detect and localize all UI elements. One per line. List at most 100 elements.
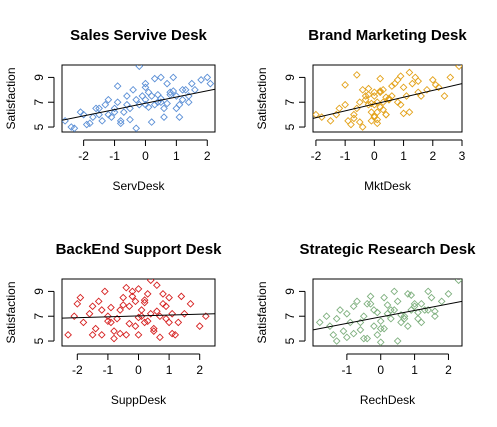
strategic-research-points [315,279,462,346]
brand-marketing-data-point [376,74,385,83]
sales-service-data-point [163,79,171,88]
backend-support-data-point [107,303,115,312]
sales-service-data-point [116,119,125,128]
strategic-research-data-point [383,301,392,309]
brand-marketing-data-point [358,123,367,131]
backend-support-data-point [122,330,131,339]
strategic-research-data-point [431,307,439,316]
backend-support-data-point [146,309,155,318]
strategic-research-data-point [326,322,334,330]
brand-marketing-data-point [396,100,405,109]
brand-marketing-data-point [361,92,370,100]
strategic-research-y-tick-label: 9 [283,288,297,295]
backend-support-y-tick-label: 9 [32,288,46,295]
strategic-research-data-point [393,337,402,345]
sales-service-data-point [150,74,159,83]
sales-service-data-point [62,116,69,125]
strategic-research-data-point [336,306,344,314]
sales-service-plot-frame [61,64,216,133]
brand-marketing-y-tick-label: 7 [283,99,297,106]
brand-marketing-data-point [376,87,385,95]
backend-support-data-point [137,306,146,314]
strategic-research-data-point [363,299,372,308]
strategic-research-y-tick-label: 5 [283,337,297,344]
strategic-research-data-point [353,297,361,306]
backend-support-data-point [94,297,103,306]
strategic-research-data-point [370,322,378,330]
backend-support-data-point [70,312,79,321]
brand-marketing-data-point [367,99,376,108]
strategic-research-data-point [376,324,385,333]
sales-service-data-point [126,115,134,124]
backend-support-data-point [162,302,170,311]
sales-service-data-point [172,104,181,113]
strategic-research-data-point [407,291,416,299]
brand-marketing-data-point [341,100,349,109]
brand-marketing-x-tick-label: 1 [400,149,407,163]
backend-support-data-point [165,293,173,302]
sales-service-data-point [132,95,141,104]
backend-support-data-point [119,293,128,302]
brand-marketing-data-point [399,109,408,118]
strategic-research-data-point [315,318,324,327]
backend-support-data-point [122,283,131,292]
strategic-research-data-point [332,314,341,323]
brand-marketing-data-point [399,83,408,92]
backend-support-x-tick-label: 2 [196,363,203,377]
backend-support-data-point [195,322,204,330]
strategic-research-data-point [366,292,375,301]
strategic-research-data-point [339,327,348,335]
strategic-research-data-point [424,287,432,296]
strategic-research-fit-line [313,300,462,331]
strategic-research-data-point [414,308,422,317]
sales-service-data-point [157,98,165,107]
brand-marketing-x-tick-label: -2 [311,149,322,163]
backend-support-data-point [110,334,118,343]
brand-marketing-x-axis-label: MktDesk [364,179,412,193]
backend-support-data-point [134,330,143,339]
sales-service-data-point [181,85,190,94]
backend-support-data-point [91,324,100,333]
sales-service-data-point [79,110,88,119]
sales-service-points [62,65,215,132]
brand-marketing-data-point [364,84,373,93]
sales-service-data-point [169,73,178,82]
brand-marketing-data-point [358,85,367,94]
strategic-research-data-point [376,317,385,326]
backend-support-data-point [186,299,195,308]
sales-service-x-tick-label: 1 [173,149,180,163]
brand-marketing-data-point [428,76,437,84]
backend-support-data-point [201,312,210,321]
strategic-research-data-point [397,318,405,327]
brand-marketing-data-point [423,85,431,94]
strategic-research-x-tick-label: 0 [377,363,384,377]
sales-service-x-tick-label: 0 [142,149,149,163]
strategic-research-data-point [387,314,395,323]
sales-service-y-axis-label: Satisfaction [4,67,18,129]
brand-marketing-data-point [370,113,379,121]
brand-marketing-data-point [370,112,379,120]
brand-marketing-data-point [364,100,373,109]
backend-support-data-point [104,317,112,326]
brand-marketing-data-point [417,92,425,100]
strategic-research-data-point [359,312,368,321]
strategic-research-data-point [346,318,355,327]
sales-service-data-point [175,113,184,121]
backend-support-data-point [171,330,180,339]
backend-support-data-point [116,329,124,338]
brand-marketing-data-point [341,81,349,89]
brand-marketing-data-point [408,79,417,88]
brand-marketing-panel: Brand Marketing Desk -2 -1 0 1 2 3 5 7 9 MktDesk Sa… [255,27,467,193]
brand-marketing-data-point [355,98,364,107]
sales-service-data-point [98,116,107,125]
brand-marketing-data-point [402,92,411,100]
sales-service-data-point [157,73,165,82]
brand-marketing-data-point [434,83,443,92]
sales-service-y-tick-label: 9 [32,74,46,81]
strategic-research-data-point [393,297,402,306]
backend-support-data-point [168,329,176,338]
backend-support-data-point [104,312,112,321]
sales-service-title: Sales Servive Desk [70,27,207,44]
brand-marketing-x-tick-label: 0 [371,149,378,163]
sales-service-data-point [113,82,122,90]
